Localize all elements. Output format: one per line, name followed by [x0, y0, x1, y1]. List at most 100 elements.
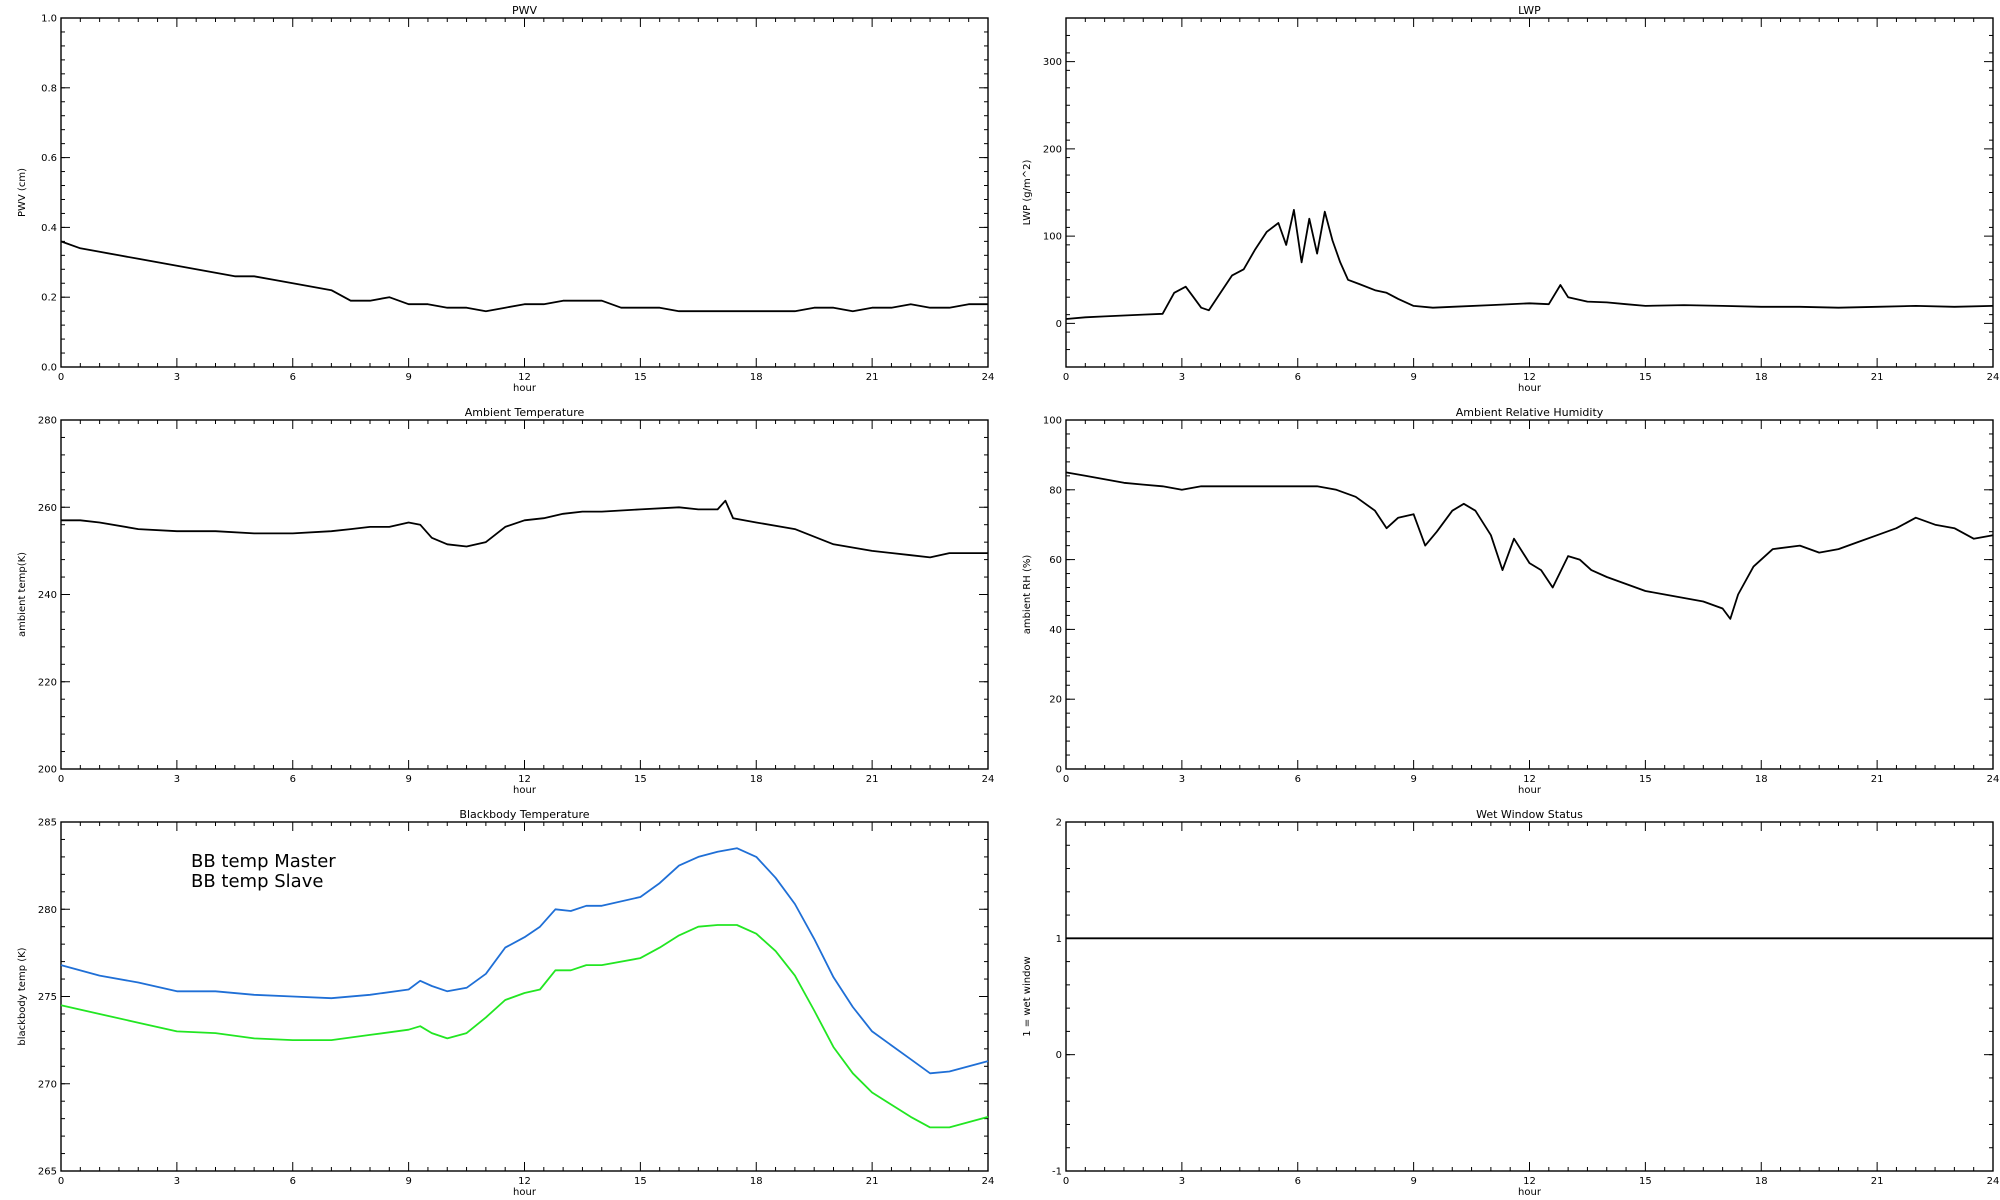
y-tick-label: 2 — [1056, 818, 1062, 829]
plot-frame — [1065, 419, 1994, 770]
x-axis-label: hour — [1518, 1187, 1542, 1198]
x-axis-label: hour — [513, 1187, 537, 1198]
y-tick-label: 0 — [1056, 765, 1062, 776]
x-tick-label: 21 — [1871, 1176, 1884, 1187]
y-tick-label: 0 — [1056, 1050, 1062, 1061]
series-line-bb-temp-master — [60, 847, 989, 1075]
y-tick-label: 100 — [1043, 416, 1062, 427]
y-axis-label: LWP (g/m^2) — [1022, 160, 1033, 226]
series-line-bb-temp-slave — [60, 924, 989, 1129]
chart-title: PWV — [512, 4, 538, 17]
series-line-ambient-rh — [1065, 471, 1994, 620]
x-tick-label: 9 — [1410, 372, 1416, 383]
x-tick-label: 12 — [518, 372, 531, 383]
x-tick-label: 12 — [518, 1176, 531, 1187]
chart-panel-pwv: PWV 0 3 6 9 12 15 18 21 24 hour 0.0 0.2 0.4 0.6 0.8 1.0 P… — [17, 4, 994, 394]
chart-title: Blackbody Temperature — [459, 808, 589, 821]
y-tick-label: 40 — [1049, 625, 1062, 636]
y-tick-label: 280 — [38, 416, 57, 427]
y-tick-label: 265 — [38, 1167, 57, 1178]
y-tick-label: 240 — [38, 590, 57, 601]
y-tick-label: -1 — [1052, 1167, 1062, 1178]
x-tick-label: 6 — [290, 372, 296, 383]
chart-panel-bb-temp: Blackbody Temperature 0 3 6 9 12 15 18 21 24 hour 2… — [17, 808, 994, 1198]
x-tick-label: 12 — [518, 774, 531, 785]
x-tick-label: 6 — [1295, 1176, 1301, 1187]
y-tick-label: 220 — [38, 677, 57, 688]
x-tick-label: 0 — [58, 774, 64, 785]
x-tick-label: 15 — [634, 1176, 647, 1187]
x-tick-label: 3 — [1179, 774, 1185, 785]
x-tick-label: 21 — [1871, 774, 1884, 785]
y-tick-label: 270 — [38, 1079, 57, 1090]
legend-entry: BB temp Slave — [191, 871, 323, 892]
x-tick-label: 24 — [1987, 1176, 2000, 1187]
y-tick-label: 300 — [1043, 57, 1062, 68]
y-tick-label: 100 — [1043, 232, 1062, 243]
x-tick-label: 15 — [1639, 1176, 1652, 1187]
x-tick-label: 21 — [1871, 372, 1884, 383]
y-tick-label: 260 — [38, 503, 57, 514]
x-tick-label: 3 — [1179, 1176, 1185, 1187]
x-tick-label: 0 — [58, 372, 64, 383]
x-tick-label: 3 — [174, 372, 180, 383]
x-tick-label: 9 — [405, 1176, 411, 1187]
x-tick-label: 21 — [866, 372, 879, 383]
x-tick-label: 24 — [1987, 372, 2000, 383]
plot-frame — [1065, 821, 1994, 1172]
y-tick-label: 1 — [1056, 934, 1062, 945]
x-tick-label: 9 — [405, 372, 411, 383]
x-tick-label: 0 — [58, 1176, 64, 1187]
x-tick-label: 9 — [1410, 774, 1416, 785]
y-tick-label: 200 — [38, 765, 57, 776]
series-line-ambient-temp — [61, 499, 988, 559]
x-tick-label: 3 — [174, 774, 180, 785]
legend-entry: BB temp Master — [191, 851, 336, 872]
y-tick-label: 280 — [38, 905, 57, 916]
x-tick-label: 24 — [982, 774, 995, 785]
y-tick-label: 0.4 — [41, 223, 57, 234]
x-tick-label: 9 — [1410, 1176, 1416, 1187]
y-tick-label: 0.6 — [41, 153, 57, 164]
x-axis-label: hour — [1518, 785, 1542, 796]
x-tick-label: 12 — [1523, 372, 1536, 383]
plot-frame — [1065, 17, 1994, 368]
x-tick-label: 24 — [1987, 774, 2000, 785]
x-tick-label: 6 — [290, 774, 296, 785]
x-axis-label: hour — [513, 785, 537, 796]
y-tick-label: 285 — [38, 818, 57, 829]
x-tick-label: 6 — [1295, 774, 1301, 785]
chart-panel-lwp: LWP 0 3 6 9 12 15 18 21 24 hour 0 100 200 300 LWP (g/m^… — [1022, 4, 1999, 394]
x-tick-label: 18 — [1755, 1176, 1768, 1187]
x-tick-label: 18 — [750, 372, 763, 383]
series-line-pwv — [60, 240, 988, 313]
x-tick-label: 0 — [1063, 1176, 1069, 1187]
x-tick-label: 6 — [1295, 372, 1301, 383]
x-tick-label: 9 — [405, 774, 411, 785]
x-tick-label: 3 — [174, 1176, 180, 1187]
x-tick-label: 6 — [290, 1176, 296, 1187]
x-tick-label: 18 — [750, 774, 763, 785]
y-tick-label: 275 — [38, 992, 57, 1003]
y-tick-label: 1.0 — [41, 14, 57, 25]
x-tick-label: 21 — [866, 1176, 879, 1187]
chart-panel-ambient-rh: Ambient Relative Humidity 0 3 6 9 12 15 18 21 24 h… — [1022, 406, 1999, 796]
y-axis-label: blackbody temp (K) — [17, 947, 28, 1045]
x-tick-label: 3 — [1179, 372, 1185, 383]
x-tick-label: 18 — [1755, 372, 1768, 383]
y-axis-label: ambient temp(K) — [17, 552, 28, 637]
y-tick-label: 20 — [1049, 695, 1062, 706]
series-line-lwp — [1065, 209, 1994, 320]
plot-frame — [60, 17, 989, 368]
x-tick-label: 15 — [634, 774, 647, 785]
y-tick-label: 80 — [1049, 485, 1062, 496]
y-tick-label: 0.2 — [41, 293, 57, 304]
x-tick-label: 18 — [1755, 774, 1768, 785]
x-tick-label: 0 — [1063, 372, 1069, 383]
x-tick-label: 12 — [1523, 774, 1536, 785]
chart-panel-ambient-temp: Ambient Temperature 0 3 6 9 12 15 18 21 24 hour 200… — [17, 406, 994, 796]
x-tick-label: 24 — [982, 1176, 995, 1187]
plot-frame — [60, 419, 989, 770]
